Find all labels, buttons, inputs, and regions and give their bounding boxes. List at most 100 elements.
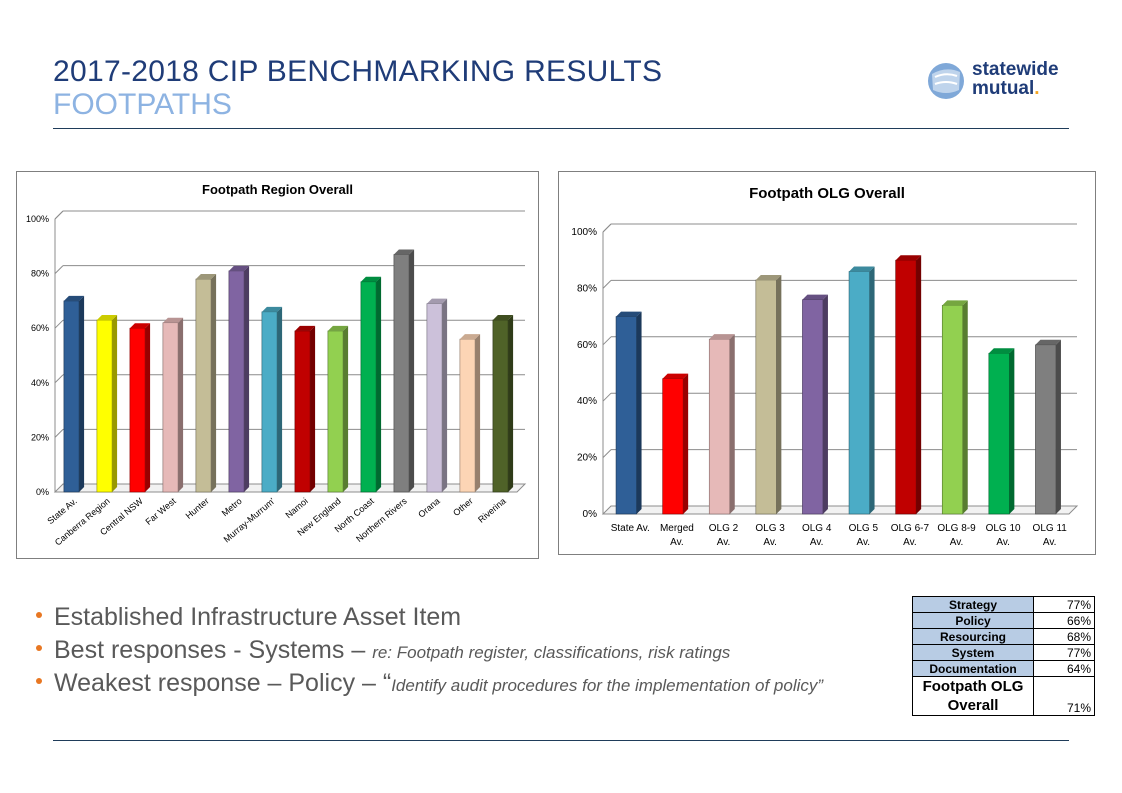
chart-svg: 0% 20% 40% 60% 80% 100% Footpath Region Overal… <box>26 182 527 548</box>
table-row: Strategy 77% <box>912 596 1095 613</box>
bar-side <box>1009 348 1015 514</box>
bullet-dot <box>36 612 42 618</box>
bar-front <box>228 270 245 493</box>
table-cell-value: 66% <box>1033 612 1095 629</box>
bar-side <box>916 255 922 514</box>
bar-top <box>988 348 1015 354</box>
x-tick-label: Metro <box>220 496 244 518</box>
gridline-diag <box>602 280 612 289</box>
bar-top <box>393 249 415 255</box>
bar-side <box>822 294 828 514</box>
bullet-item: Best responses - Systems – re: Footpath … <box>36 636 823 669</box>
x-tick-label: OLG 2 Av. <box>709 523 739 548</box>
bar <box>426 298 448 493</box>
table-row: Policy 66% <box>912 612 1095 629</box>
table-cell-value: 71% <box>1033 676 1095 716</box>
bar <box>360 276 382 493</box>
bar <box>662 373 689 515</box>
bar-front <box>294 330 311 493</box>
bar-front <box>941 305 964 515</box>
bar-front <box>129 327 146 493</box>
x-tick-label: OLG 8-9 Av. <box>937 523 976 548</box>
bar <box>459 334 481 493</box>
bar-side <box>776 274 782 514</box>
olg-chart: 0% 20% 40% 60% 80% 100% Footpath OLG Overall St… <box>558 171 1096 555</box>
bar <box>261 306 283 493</box>
chart-title: Footpath Region Overall <box>202 182 353 197</box>
bar-top <box>327 325 349 331</box>
bar <box>393 249 415 493</box>
bar-top <box>616 311 642 317</box>
table-cell-label: Documentation <box>912 660 1034 677</box>
bar-side <box>112 315 118 492</box>
bar-front <box>261 311 278 493</box>
x-tick-label: Hunter <box>184 496 211 521</box>
y-tick-label: 100% <box>26 214 49 224</box>
bar-top <box>709 334 735 340</box>
bar-front <box>848 271 870 515</box>
bullet-list: Established Infrastructure Asset Item Be… <box>36 603 823 702</box>
bar <box>941 300 968 515</box>
statewide-mutual-logo: statewide mutual. <box>926 60 1076 104</box>
y-tick-label: 60% <box>31 323 49 333</box>
bar-top <box>849 266 875 272</box>
bar <box>615 311 642 515</box>
y-tick-label: 20% <box>577 453 597 464</box>
bar <box>895 255 922 515</box>
bar-top <box>1035 339 1061 345</box>
gridline-diag <box>602 392 612 402</box>
gridline-diag <box>54 429 64 438</box>
gridline-diag <box>602 223 612 233</box>
y-tick-label: 0% <box>583 509 598 520</box>
chart-svg: 0% 20% 40% 60% 80% 100% Footpath OLG Overall St… <box>571 185 1079 548</box>
gridline-diag <box>54 319 64 329</box>
logo-dot: . <box>1034 78 1040 99</box>
bar-top <box>755 274 782 280</box>
x-tick-label: Far West <box>144 496 179 527</box>
bar-side <box>962 300 968 514</box>
bar-top <box>895 255 922 261</box>
bar-top <box>942 300 968 306</box>
bar-side <box>508 315 514 492</box>
y-tick-label: 80% <box>31 269 49 279</box>
bar-top <box>63 295 85 301</box>
y-tick-label: 100% <box>571 227 597 238</box>
bar-front <box>195 278 212 493</box>
gridline-diag <box>54 265 64 274</box>
bar-side <box>178 317 184 492</box>
bar <box>96 315 118 493</box>
page-title: 2017-2018 CIP BENCHMARKING RESULTS <box>53 55 663 88</box>
footer-divider <box>53 740 1069 741</box>
bar <box>195 274 217 493</box>
bar <box>848 266 875 515</box>
bullet-dot <box>36 645 42 651</box>
bar-side <box>277 306 283 492</box>
summary-table: Strategy 77% Policy 66% Resourcing 68% Syst… <box>912 596 1095 716</box>
table-cell-value: 77% <box>1033 596 1095 613</box>
bar-front <box>327 330 344 493</box>
bar-top <box>662 373 689 379</box>
x-tick-label: OLG 3 Av. <box>755 523 785 548</box>
bar-front <box>459 338 476 493</box>
bar-top <box>802 294 828 300</box>
bar <box>802 294 828 515</box>
bar <box>294 325 316 493</box>
x-tick-label: Namoi <box>283 496 309 520</box>
x-tick-label: State Av. <box>611 523 650 534</box>
bar-front <box>755 279 777 515</box>
bullet-main-text: Best responses - Systems – <box>54 636 373 664</box>
x-tick-label: OLG 11 Av. <box>1033 523 1068 548</box>
bar-front <box>162 322 179 493</box>
table-cell-value: 68% <box>1033 628 1095 645</box>
bar-side <box>310 325 316 492</box>
bullet-main-text: Weakest response – Policy – “ <box>54 669 392 697</box>
bar <box>228 265 250 493</box>
table-row-overall: Footpath OLG Overall 71% <box>912 676 1095 716</box>
table-cell-value: 64% <box>1033 660 1095 677</box>
bar-side <box>729 334 735 514</box>
bullet-note-text: Identify audit procedures for the implem… <box>391 676 824 695</box>
x-tick-label: OLG 6-7 Av. <box>891 523 930 548</box>
gridline-diag <box>602 336 612 346</box>
bar <box>988 348 1015 515</box>
x-tick-label: Merged Av. <box>660 523 694 548</box>
